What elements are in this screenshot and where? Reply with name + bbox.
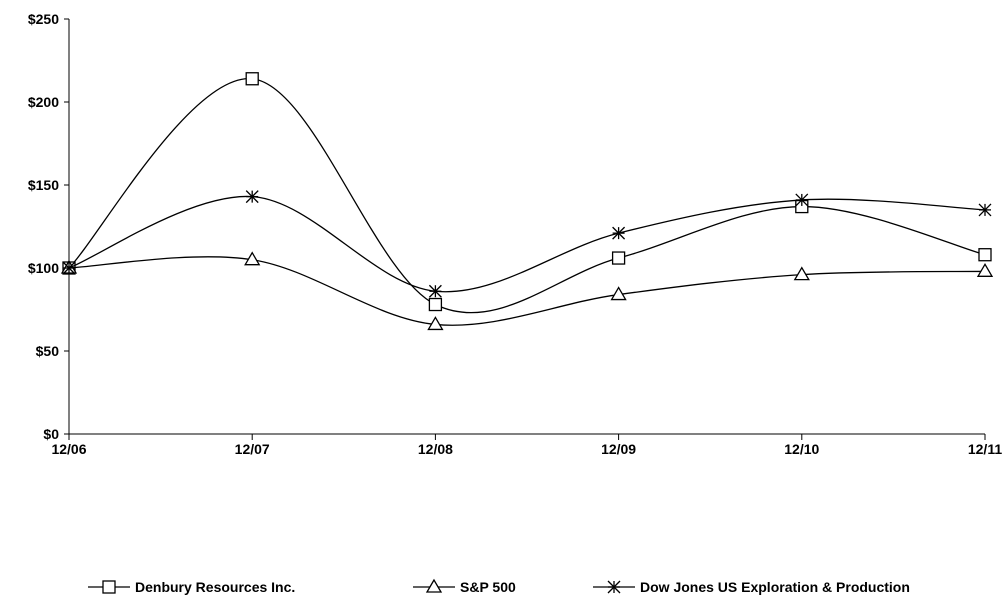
data-point-dow-jones-us-exploration-production (978, 203, 992, 217)
x-tick-label: 12/10 (784, 441, 819, 457)
series-line-denbury-resources-inc (68, 78, 986, 314)
data-point-s-p-500 (244, 251, 261, 266)
data-point-s-p-500 (793, 266, 810, 281)
data-point-dow-jones-us-exploration-production (795, 193, 809, 207)
x-tick-label: 12/06 (51, 441, 86, 457)
legend-marker-dow-jones-us-exploration-production (607, 580, 621, 594)
legend-marker-denbury-resources-inc (102, 580, 116, 594)
data-point-s-p-500 (610, 286, 627, 301)
x-tick-label: 12/09 (601, 441, 636, 457)
y-tick-label: $150 (28, 177, 59, 193)
data-point-denbury-resources-inc (245, 72, 259, 86)
y-tick-label: $200 (28, 94, 59, 110)
legend-label: Dow Jones US Exploration & Production (640, 579, 910, 595)
series-line-dow-jones-us-exploration-production (68, 195, 986, 293)
data-point-dow-jones-us-exploration-production (428, 284, 442, 298)
legend-marker-s-p-500 (425, 578, 443, 593)
x-tick-label: 12/08 (418, 441, 453, 457)
legend-label: S&P 500 (460, 579, 516, 595)
data-point-dow-jones-us-exploration-production (245, 190, 259, 204)
data-point-dow-jones-us-exploration-production (612, 226, 626, 240)
y-tick-label: $50 (36, 343, 60, 359)
y-tick-label: $0 (43, 426, 59, 442)
y-tick-label: $250 (28, 11, 59, 27)
data-point-s-p-500 (976, 263, 994, 277)
data-point-denbury-resources-inc (428, 297, 443, 312)
legend-label: Denbury Resources Inc. (135, 579, 295, 595)
data-point-s-p-500 (427, 316, 444, 331)
x-tick-label: 12/11 (968, 441, 1002, 457)
x-tick-label: 12/07 (235, 441, 270, 457)
data-point-dow-jones-us-exploration-production (62, 261, 76, 275)
data-point-denbury-resources-inc (978, 248, 992, 262)
series-line-s-p-500 (68, 256, 986, 326)
y-tick-label: $100 (28, 260, 59, 276)
data-point-denbury-resources-inc (611, 251, 626, 265)
